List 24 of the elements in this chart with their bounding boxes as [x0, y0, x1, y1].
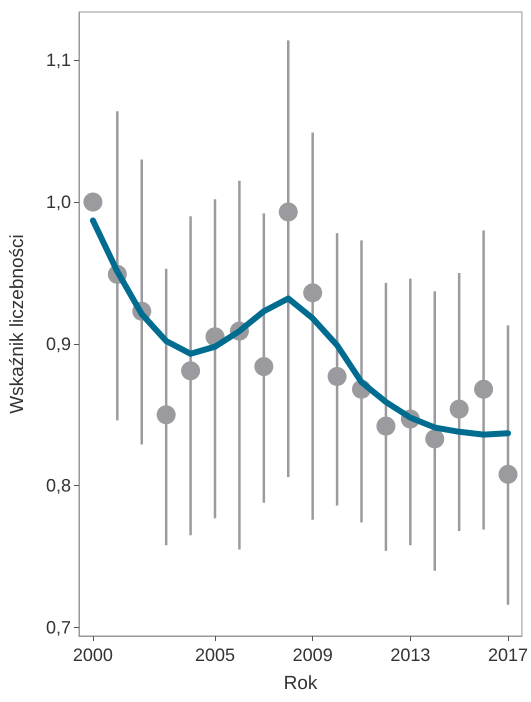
x-tick-label: 2017: [488, 645, 528, 665]
point: [425, 429, 444, 448]
y-tick-label: 1,0: [46, 192, 71, 212]
point: [181, 361, 200, 380]
point: [450, 400, 469, 419]
point: [254, 357, 274, 376]
point: [303, 283, 322, 302]
y-tick-label: 0,7: [46, 617, 71, 638]
point: [328, 366, 347, 386]
x-tick-label: 2005: [194, 645, 236, 665]
y-tick-label: 1,1: [46, 50, 71, 70]
point: [83, 192, 102, 212]
y-tick-label: 0,8: [46, 476, 71, 496]
x-tick-label: 2013: [390, 645, 430, 665]
y-axis-title: Wskaźnik liczebności: [7, 234, 28, 414]
point: [474, 380, 494, 399]
point: [156, 405, 176, 424]
point: [376, 416, 396, 436]
y-tick-label: 0,9: [46, 334, 71, 354]
point: [498, 464, 518, 484]
x-tick-label: 2000: [72, 645, 113, 665]
point: [278, 202, 298, 222]
x-axis-title: Rok: [284, 673, 318, 694]
x-tick-label: 2009: [292, 645, 333, 665]
